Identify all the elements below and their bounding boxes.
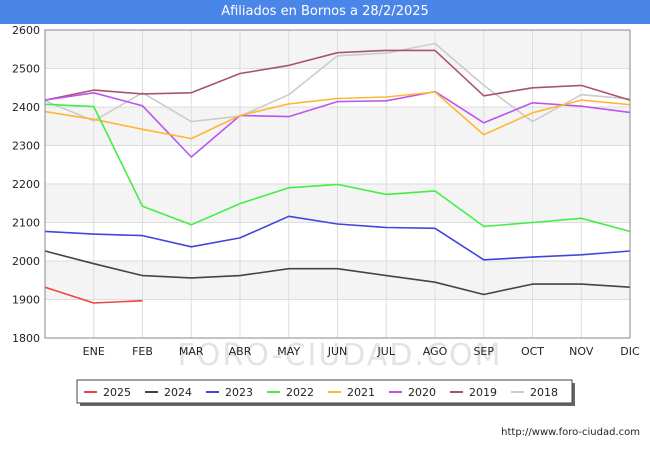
x-tick-label: AGO — [423, 345, 448, 358]
plot-border — [44, 29, 631, 339]
series-line-2018 — [44, 42, 631, 123]
series-layer — [44, 42, 631, 304]
series-line-2023 — [44, 215, 631, 261]
series-line-2022 — [44, 103, 631, 233]
y-tick-label: 1800 — [12, 332, 40, 345]
legend-label-2018: 2018 — [530, 386, 558, 399]
x-tick-label: DIC — [620, 345, 640, 358]
series-line-2020 — [44, 90, 631, 158]
chart-title: Afiliados en Bornos a 28/2/2025 — [0, 0, 650, 24]
legend-label-2019: 2019 — [469, 386, 497, 399]
y-axis: 1800 1900 2000 2100 2200 2300 2400 2500 2600 — [12, 24, 40, 345]
x-tick-label: MAR — [179, 345, 204, 358]
x-tick-label: SEP — [473, 345, 494, 358]
x-tick-label: NOV — [569, 345, 594, 358]
series-line-2019 — [44, 49, 631, 101]
x-tick-label: JUL — [377, 345, 396, 358]
y-tick-label: 2600 — [12, 24, 40, 37]
legend: 2025 2024 2023 2022 2021 2020 2019 2018 — [76, 379, 575, 406]
y-tick-label: 2100 — [12, 217, 40, 230]
legend-label-2023: 2023 — [225, 386, 253, 399]
x-tick-label: MAY — [277, 345, 300, 358]
x-tick-label: ABR — [229, 345, 252, 358]
watermark-text: FORO-CIUDAD.COM — [178, 338, 503, 373]
legend-label-2020: 2020 — [408, 386, 436, 399]
x-tick-label: FEB — [132, 345, 153, 358]
x-tick-label: OCT — [521, 345, 544, 358]
y-tick-label: 2400 — [12, 101, 40, 114]
y-tick-label: 2000 — [12, 255, 40, 268]
series-line-2021 — [44, 91, 631, 140]
legend-label-2021: 2021 — [347, 386, 375, 399]
x-axis: ENE FEB MAR ABR MAY JUN JUL AGO SEP OCT NOV DIC — [83, 345, 640, 358]
y-tick-label: 1900 — [12, 294, 40, 307]
legend-label-2025: 2025 — [103, 386, 131, 399]
y-tick-label: 2200 — [12, 178, 40, 191]
y-tick-label: 2500 — [12, 63, 40, 76]
x-tick-label: ENE — [83, 345, 105, 358]
series-line-2025 — [44, 286, 143, 304]
y-tick-label: 2300 — [12, 140, 40, 153]
legend-label-2022: 2022 — [286, 386, 314, 399]
x-tick-label: JUN — [327, 345, 348, 358]
series-line-2024 — [44, 250, 631, 296]
source-url: http://www.foro-ciudad.com — [501, 427, 640, 438]
legend-box — [76, 379, 573, 404]
legend-label-2024: 2024 — [164, 386, 192, 399]
